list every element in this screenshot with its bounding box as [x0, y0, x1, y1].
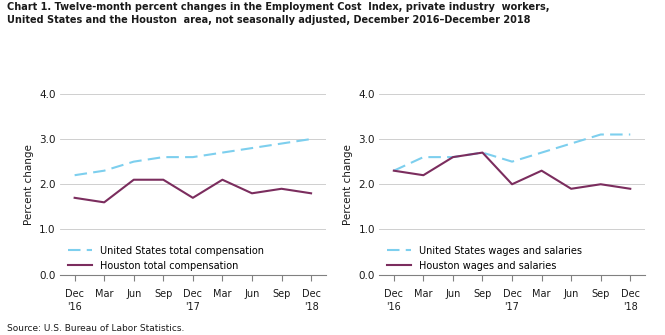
United States wages and salaries: [537, 151, 545, 155]
Houston wages and salaries: [626, 187, 634, 191]
Legend: United States wages and salaries, Houston wages and salaries: United States wages and salaries, Housto…: [387, 246, 582, 271]
Text: Dec: Dec: [65, 288, 84, 298]
Text: Source: U.S. Bureau of Labor Statistics.: Source: U.S. Bureau of Labor Statistics.: [7, 324, 184, 333]
United States total compensation: [307, 137, 315, 141]
United States wages and salaries: [508, 160, 516, 164]
Text: Dec: Dec: [301, 288, 321, 298]
Houston wages and salaries: [597, 182, 604, 186]
United States wages and salaries: [390, 169, 398, 173]
Line: Houston total compensation: Houston total compensation: [74, 180, 311, 202]
Legend: United States total compensation, Houston total compensation: United States total compensation, Housto…: [68, 246, 264, 271]
Houston total compensation: [130, 178, 138, 182]
United States wages and salaries: [597, 132, 604, 137]
Text: Dec: Dec: [620, 288, 640, 298]
Text: Dec: Dec: [384, 288, 404, 298]
Houston wages and salaries: [390, 169, 398, 173]
Text: Jun: Jun: [563, 288, 579, 298]
Houston wages and salaries: [537, 169, 545, 173]
Line: Houston wages and salaries: Houston wages and salaries: [394, 153, 630, 189]
Y-axis label: Percent change: Percent change: [24, 144, 34, 225]
Text: Chart 1. Twelve-month percent changes in the Employment Cost  Index, private ind: Chart 1. Twelve-month percent changes in…: [7, 2, 549, 25]
Line: United States total compensation: United States total compensation: [74, 139, 311, 175]
United States total compensation: [277, 141, 285, 145]
United States total compensation: [248, 146, 256, 150]
Text: '17: '17: [505, 303, 519, 313]
Houston wages and salaries: [508, 182, 516, 186]
Text: '16: '16: [386, 303, 401, 313]
Houston total compensation: [248, 191, 256, 195]
Text: Sep: Sep: [592, 288, 610, 298]
United States wages and salaries: [626, 132, 634, 137]
Text: '17: '17: [186, 303, 200, 313]
United States total compensation: [189, 155, 197, 159]
Text: Mar: Mar: [213, 288, 231, 298]
Text: '18: '18: [623, 303, 638, 313]
Houston wages and salaries: [479, 151, 487, 155]
Houston total compensation: [189, 196, 197, 200]
Houston total compensation: [218, 178, 226, 182]
Text: Sep: Sep: [273, 288, 291, 298]
Text: Dec: Dec: [503, 288, 521, 298]
Line: United States wages and salaries: United States wages and salaries: [394, 134, 630, 171]
Text: Sep: Sep: [473, 288, 491, 298]
Houston wages and salaries: [567, 187, 575, 191]
Houston total compensation: [100, 200, 108, 204]
United States wages and salaries: [479, 151, 487, 155]
Text: Dec: Dec: [184, 288, 202, 298]
Text: Mar: Mar: [533, 288, 551, 298]
Houston total compensation: [307, 191, 315, 195]
United States wages and salaries: [567, 141, 575, 145]
United States wages and salaries: [420, 155, 428, 159]
Text: '18: '18: [304, 303, 319, 313]
United States total compensation: [100, 169, 108, 173]
United States wages and salaries: [449, 155, 457, 159]
Text: '16: '16: [67, 303, 82, 313]
Text: Jun: Jun: [244, 288, 259, 298]
United States total compensation: [160, 155, 168, 159]
United States total compensation: [218, 151, 226, 155]
Text: Jun: Jun: [126, 288, 142, 298]
Text: Sep: Sep: [154, 288, 172, 298]
Text: Mar: Mar: [414, 288, 433, 298]
Houston total compensation: [160, 178, 168, 182]
Houston total compensation: [70, 196, 78, 200]
Houston total compensation: [277, 187, 285, 191]
United States total compensation: [70, 173, 78, 177]
Text: Jun: Jun: [446, 288, 461, 298]
United States total compensation: [130, 160, 138, 164]
Y-axis label: Percent change: Percent change: [343, 144, 353, 225]
Houston wages and salaries: [449, 155, 457, 159]
Text: Mar: Mar: [95, 288, 114, 298]
Houston wages and salaries: [420, 173, 428, 177]
